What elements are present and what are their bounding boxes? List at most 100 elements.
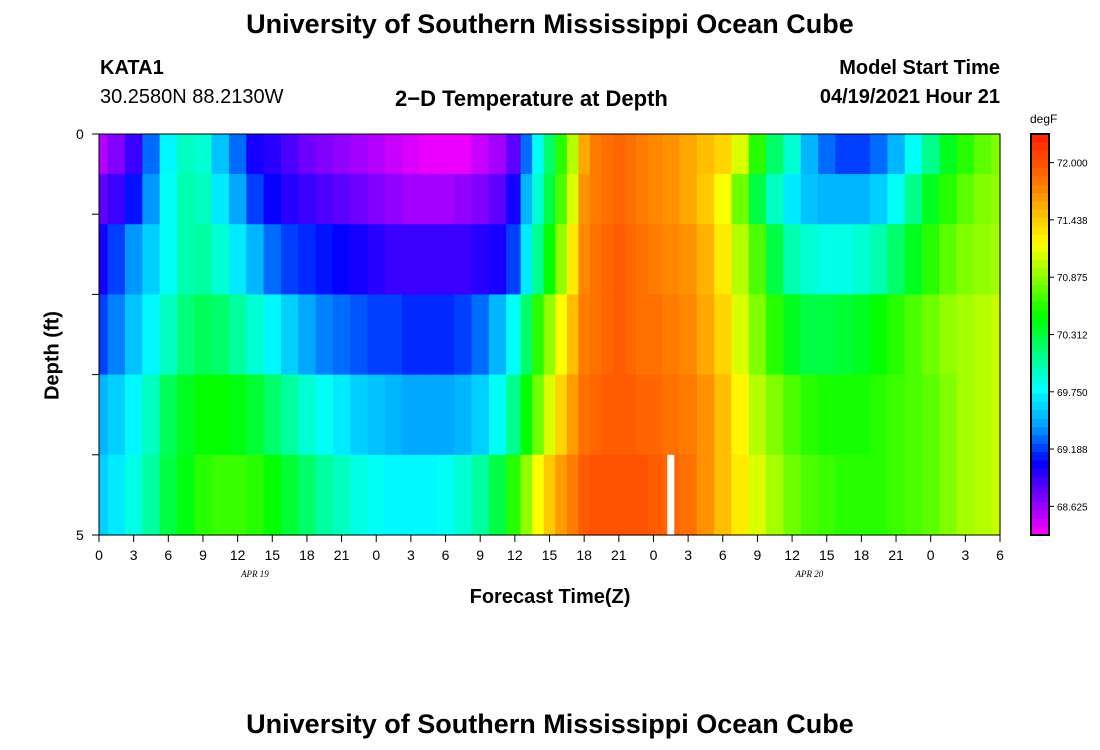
heatmap-cell — [263, 134, 282, 175]
heatmap-cell — [532, 174, 545, 225]
x-tick-label: 0 — [927, 547, 935, 563]
heatmap-cell — [107, 374, 126, 456]
heatmap-cell — [107, 224, 126, 295]
heatmap-cell — [488, 294, 507, 376]
heatmap-cell — [662, 374, 681, 456]
colorbar-swatch — [1031, 142, 1049, 152]
heatmap-cell — [731, 454, 750, 536]
heatmap-cell — [800, 134, 819, 175]
heatmap-cell — [647, 294, 663, 376]
heatmap-cell — [332, 454, 351, 536]
heatmap-cell — [471, 374, 490, 456]
heatmap-cell — [419, 294, 438, 376]
heatmap-cell — [454, 374, 473, 456]
heatmap-cell — [246, 134, 265, 175]
heatmap-cell — [589, 224, 603, 295]
heatmap-cell — [384, 224, 403, 295]
heatmap-cell — [142, 134, 161, 175]
x-tick-label: 18 — [854, 547, 870, 563]
heatmap-cell — [748, 294, 767, 376]
heatmap-cell — [589, 454, 603, 536]
heatmap-cell — [662, 134, 681, 175]
heatmap-cell — [107, 454, 126, 536]
missing-data-marker — [667, 454, 675, 535]
heatmap-cell — [402, 294, 421, 376]
heatmap-cell — [384, 294, 403, 376]
colorbar-swatch — [1031, 434, 1049, 444]
heatmap-cell — [99, 294, 109, 376]
heatmap-cell — [800, 374, 819, 456]
heatmap-cell — [991, 374, 1001, 456]
y-tick-label: 5 — [76, 527, 84, 543]
heatmap-cell — [613, 224, 626, 295]
heatmap-cell — [887, 454, 906, 536]
heatmap-cell — [506, 224, 522, 295]
heatmap-cell — [636, 374, 649, 456]
heatmap-cell — [99, 454, 109, 536]
heatmap-cell — [194, 374, 213, 456]
heatmap-cell — [280, 294, 299, 376]
heatmap-cell — [280, 174, 299, 225]
heatmap-cell — [818, 174, 836, 225]
heatmap-cell — [211, 374, 230, 456]
heatmap-cell — [922, 174, 940, 225]
heatmap-cell — [194, 224, 213, 295]
heatmap-cell — [228, 174, 247, 225]
x-tick-label: 0 — [650, 547, 658, 563]
x-tick-label: 12 — [784, 547, 800, 563]
colorbar-swatch — [1031, 359, 1049, 369]
heatmap-cell — [566, 454, 579, 536]
heatmap-cell — [99, 374, 109, 456]
heatmap-cell — [315, 294, 334, 376]
heatmap-cell — [350, 454, 369, 536]
x-tick-label: 6 — [996, 547, 1004, 563]
colorbar-swatch — [1031, 167, 1049, 177]
heatmap-cell — [578, 134, 591, 175]
heatmap-cell — [506, 134, 522, 175]
heatmap-cell — [350, 224, 369, 295]
heatmap-cell — [419, 454, 438, 536]
colorbar-swatch — [1031, 159, 1049, 169]
heatmap-cell — [731, 134, 750, 175]
heatmap-cell — [263, 174, 282, 225]
heatmap-cell — [852, 134, 871, 175]
heatmap-cell — [142, 224, 161, 295]
heatmap-cell — [142, 174, 161, 225]
heatmap-cell — [419, 174, 438, 225]
heatmap-cell — [939, 174, 958, 225]
heatmap-cell — [350, 174, 369, 225]
heatmap-cell — [367, 174, 386, 225]
colorbar-tick-label: 68.625 — [1057, 502, 1088, 513]
heatmap-cell — [835, 174, 854, 225]
x-tick-label: 0 — [95, 547, 103, 563]
heatmap-cell — [636, 294, 649, 376]
heatmap-cell — [367, 134, 386, 175]
heatmap-cell — [436, 134, 455, 175]
heatmap-cell — [211, 454, 230, 536]
heatmap-cell — [454, 294, 473, 376]
heatmap-cell — [766, 174, 785, 225]
heatmap-cell — [679, 374, 698, 456]
heatmap-cell — [454, 454, 473, 536]
heatmap-cell — [454, 134, 473, 175]
page-title: University of Southern Mississippi Ocean… — [246, 9, 854, 39]
heatmap-cell — [263, 224, 282, 295]
heatmap-cell — [142, 454, 161, 536]
heatmap-cell — [714, 174, 733, 225]
heatmap-cell — [956, 224, 975, 295]
heatmap-cell — [601, 294, 614, 376]
y-tick-label: 0 — [76, 126, 84, 142]
heatmap-cell — [402, 224, 421, 295]
heatmap-cell — [870, 454, 888, 536]
colorbar-swatch — [1031, 367, 1049, 377]
colorbar-swatch — [1031, 259, 1049, 269]
colorbar-swatch — [1031, 334, 1049, 344]
heatmap-cell — [613, 374, 626, 456]
colorbar-swatch — [1031, 459, 1049, 469]
x-tick-label: 3 — [684, 547, 692, 563]
heatmap-cell — [107, 294, 126, 376]
heatmap-cell — [211, 294, 230, 376]
x-tick-label: 9 — [199, 547, 207, 563]
x-axis-label: Forecast Time(Z) — [469, 586, 631, 608]
heatmap-cell — [870, 134, 888, 175]
